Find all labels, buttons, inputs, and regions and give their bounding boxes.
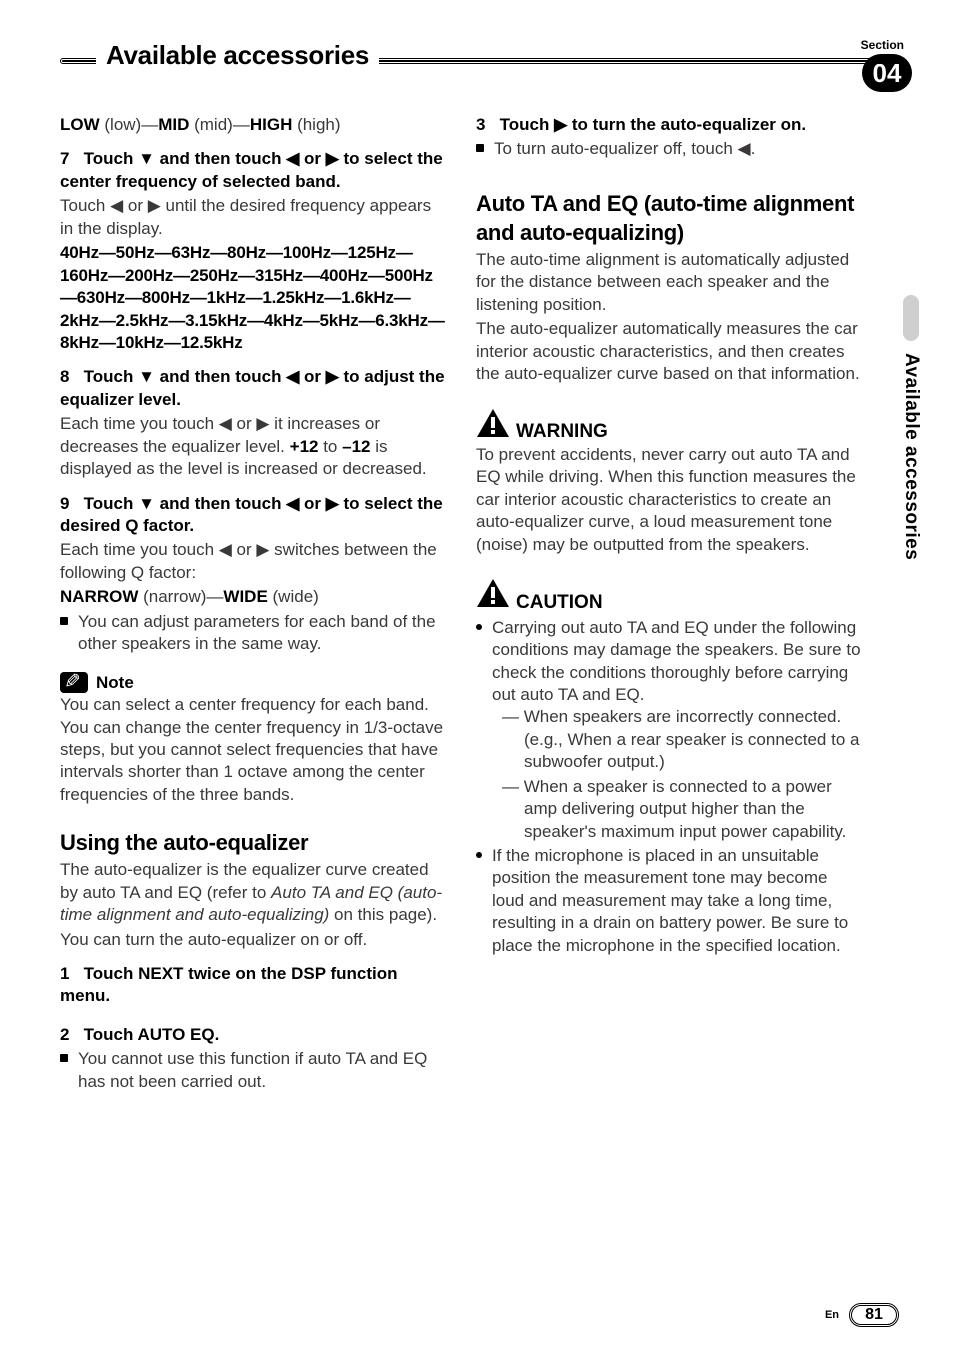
step-8-num: 8 <box>60 367 69 386</box>
bullet-icon <box>476 144 484 152</box>
step-8-body: Each time you touch ◀ or ▶ it increases … <box>60 413 448 480</box>
step-9-bullet-text: You can adjust parameters for each band … <box>78 611 448 656</box>
step-3-bullet-text: To turn auto-equalizer off, touch ◀. <box>494 138 755 160</box>
step-7-num: 7 <box>60 149 69 168</box>
warning-icon <box>476 408 510 444</box>
high-label: HIGH <box>250 115 293 134</box>
step-9-body: Each time you touch ◀ or ▶ switches betw… <box>60 539 448 584</box>
section-label: Section <box>861 38 904 52</box>
footer-page-badge: 81 <box>849 1303 899 1327</box>
auto-ta-heading: Auto TA and EQ (auto-time alignment and … <box>476 189 864 247</box>
step-9-heading: 9 Touch ▼ and then touch ◀ or ▶ to selec… <box>60 493 448 538</box>
note-body: You can select a center frequency for ea… <box>60 694 448 806</box>
low-label: LOW <box>60 115 100 134</box>
step-7-head-text: Touch ▼ and then touch ◀ or ▶ to select … <box>60 149 443 190</box>
content-columns: LOW (low)—MID (mid)—HIGH (high) 7 Touch … <box>60 114 904 1093</box>
bullet-icon <box>60 617 68 625</box>
q-factor-line: NARROW (narrow)—WIDE (wide) <box>60 586 448 608</box>
caution-b1b: — When a speaker is connected to a power… <box>502 776 864 843</box>
footer-lang: En <box>825 1309 839 1321</box>
footer-page-number: 81 <box>851 1305 897 1325</box>
step-1-text: Touch NEXT twice on the DSP function men… <box>60 964 398 1005</box>
note-label: Note <box>96 672 134 694</box>
auto-eq-body-1: The auto-equalizer is the equalizer curv… <box>60 859 448 926</box>
narrow-paren: (narrow)— <box>138 587 223 606</box>
warning-label: WARNING <box>516 419 608 444</box>
page: Section 04 Available accessories Availab… <box>0 0 954 1352</box>
left-column: LOW (low)—MID (mid)—HIGH (high) 7 Touch … <box>60 114 448 1093</box>
caution-bullet-2: If the microphone is placed in an unsuit… <box>476 845 864 957</box>
caution-heading: CAUTION <box>476 578 864 614</box>
auto-eq-body-2: You can turn the auto-equalizer on or of… <box>60 929 448 951</box>
step-3-bullet: To turn auto-equalizer off, touch ◀. <box>476 138 864 160</box>
step-9-bullet: You can adjust parameters for each band … <box>60 611 448 656</box>
auto-ta-p1: The auto-time alignment is automatically… <box>476 249 864 316</box>
step-8-heading: 8 Touch ▼ and then touch ◀ or ▶ to adjus… <box>60 366 448 411</box>
note-icon <box>60 672 88 693</box>
step-9-head-text: Touch ▼ and then touch ◀ or ▶ to select … <box>60 494 443 535</box>
step-2-text: Touch AUTO EQ. <box>84 1025 220 1044</box>
step-1-heading: 1 Touch NEXT twice on the DSP function m… <box>60 963 448 1008</box>
step-2-bullet: You cannot use this function if auto TA … <box>60 1048 448 1093</box>
side-tab: Available accessories <box>900 295 922 560</box>
page-title: Available accessories <box>96 40 379 71</box>
page-footer: En 81 <box>825 1303 899 1327</box>
step-7-body: Touch ◀ or ▶ until the desired frequency… <box>60 195 448 240</box>
auto-eq-heading: Using the auto-equalizer <box>60 828 448 857</box>
step-3-num: 3 <box>476 115 485 134</box>
caution-bullet-1: Carrying out auto TA and EQ under the fo… <box>476 617 864 707</box>
wide-label: WIDE <box>223 587 267 606</box>
step-2-bullet-text: You cannot use this function if auto TA … <box>78 1048 448 1093</box>
right-column: 3 Touch ▶ to turn the auto-equalizer on.… <box>476 114 904 1093</box>
plus-12: +12 <box>290 437 319 456</box>
minus-12: –12 <box>342 437 370 456</box>
low-paren: (low)— <box>100 115 159 134</box>
warning-heading: WARNING <box>476 408 864 444</box>
caution-label: CAUTION <box>516 590 603 615</box>
auto-eq-body-b: on this page). <box>329 905 437 924</box>
narrow-label: NARROW <box>60 587 138 606</box>
step-9-num: 9 <box>60 494 69 513</box>
wide-paren: (wide) <box>268 587 319 606</box>
side-tab-pill <box>903 295 919 341</box>
caution-icon <box>476 578 510 614</box>
note-heading: Note <box>60 672 448 694</box>
step-2-num: 2 <box>60 1025 69 1044</box>
high-paren: (high) <box>292 115 340 134</box>
levels-line: LOW (low)—MID (mid)—HIGH (high) <box>60 114 448 136</box>
page-header: Available accessories <box>60 58 904 64</box>
caution-b1-text: Carrying out auto TA and EQ under the fo… <box>492 617 864 707</box>
step-3-heading: 3 Touch ▶ to turn the auto-equalizer on. <box>476 114 864 136</box>
step-7-heading: 7 Touch ▼ and then touch ◀ or ▶ to selec… <box>60 148 448 193</box>
step-3-text: Touch ▶ to turn the auto-equalizer on. <box>500 115 806 134</box>
mid-paren: (mid)— <box>189 115 249 134</box>
caution-b1a: — When speakers are incorrectly connecte… <box>502 706 864 773</box>
side-tab-text: Available accessories <box>900 353 922 560</box>
step-2-heading: 2 Touch AUTO EQ. <box>60 1024 448 1046</box>
bullet-icon <box>60 1054 68 1062</box>
step-8-head-text: Touch ▼ and then touch ◀ or ▶ to adjust … <box>60 367 445 408</box>
step-1-num: 1 <box>60 964 69 983</box>
auto-ta-p2: The auto-equalizer automatically measure… <box>476 318 864 385</box>
frequency-list: 40Hz—50Hz—63Hz—80Hz—100Hz—125Hz—160Hz—20… <box>60 242 448 354</box>
mid-label: MID <box>158 115 189 134</box>
warning-body: To prevent accidents, never carry out au… <box>476 444 864 556</box>
caution-b2-text: If the microphone is placed in an unsuit… <box>492 845 864 957</box>
step-8-to: to <box>318 437 342 456</box>
